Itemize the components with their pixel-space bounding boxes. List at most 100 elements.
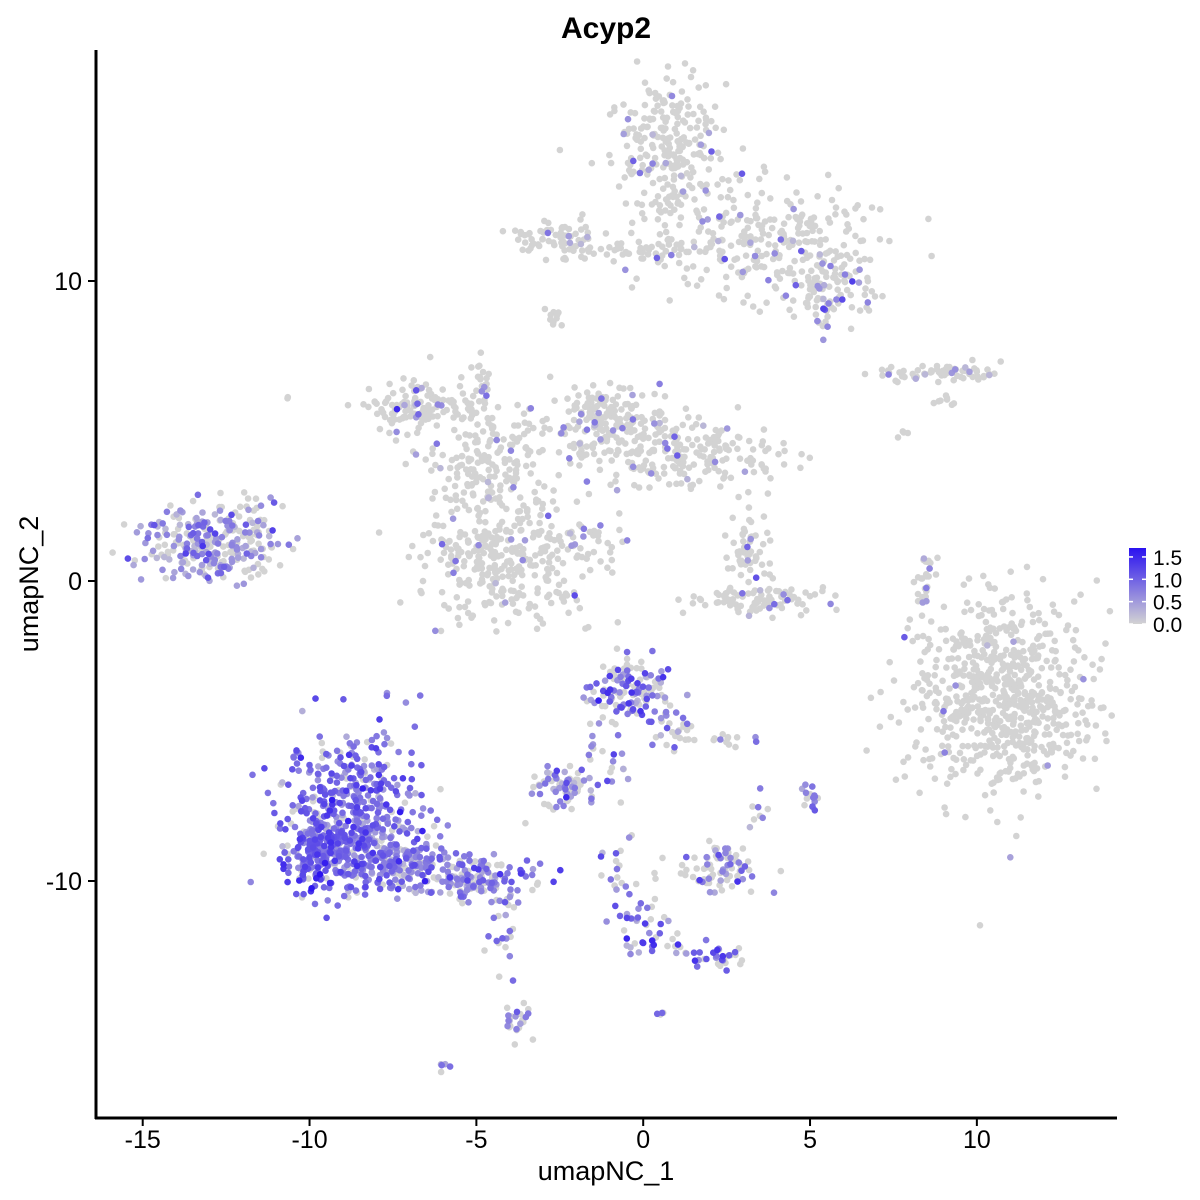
- cell-point: [553, 767, 561, 775]
- cell-point: [598, 872, 605, 879]
- cell-point: [487, 488, 495, 496]
- cell-point: [465, 899, 472, 906]
- cell-point: [373, 732, 380, 740]
- cell-point: [756, 308, 764, 316]
- cell-point: [598, 702, 606, 710]
- cell-point: [689, 873, 697, 881]
- cell-point: [429, 445, 437, 452]
- cell-point: [562, 590, 570, 597]
- cell-point: [1061, 773, 1069, 780]
- cell-point: [470, 492, 477, 499]
- cell-point: [394, 885, 402, 893]
- cell-point: [616, 912, 624, 920]
- cell-point: [333, 747, 341, 755]
- cell-point: [1049, 699, 1056, 706]
- cell-point: [417, 587, 424, 595]
- cell-point: [649, 131, 656, 138]
- cell-point: [196, 568, 204, 576]
- cell-point: [334, 902, 342, 909]
- cell-point: [527, 405, 535, 412]
- cell-point: [281, 849, 289, 856]
- cell-point: [674, 452, 681, 459]
- cell-point: [515, 589, 523, 597]
- cell-point: [834, 253, 841, 260]
- cell-point: [494, 536, 502, 544]
- cell-point: [662, 159, 670, 167]
- cell-point: [441, 485, 449, 493]
- cell-point: [641, 425, 649, 433]
- cell-point: [444, 861, 451, 869]
- cell-point: [566, 424, 573, 432]
- cell-point: [402, 460, 410, 468]
- cell-point: [216, 507, 224, 514]
- cell-point: [674, 443, 681, 451]
- cell-point: [597, 425, 604, 433]
- cell-point: [697, 141, 705, 148]
- cell-point: [895, 719, 903, 726]
- cell-point: [391, 416, 398, 423]
- cell-point: [691, 957, 699, 964]
- cell-point: [578, 553, 586, 561]
- cell-point: [1014, 770, 1022, 778]
- cell-point: [525, 605, 533, 612]
- cell-point: [789, 297, 797, 304]
- cell-point: [386, 879, 393, 886]
- cell-point: [240, 555, 247, 562]
- cell-point: [370, 839, 378, 847]
- cell-point: [684, 435, 692, 443]
- cell-point: [690, 238, 698, 246]
- cell-point: [901, 773, 909, 780]
- cell-point: [425, 868, 432, 876]
- x-tick-label: -10: [291, 1126, 327, 1154]
- cell-point: [947, 724, 954, 731]
- cell-point: [703, 955, 710, 963]
- cell-point: [293, 890, 300, 898]
- cell-point: [904, 624, 911, 632]
- cell-point: [760, 263, 768, 271]
- cell-point: [590, 250, 597, 257]
- cell-point: [541, 424, 548, 432]
- cell-point: [635, 949, 643, 956]
- cell-point: [790, 313, 798, 321]
- cell-point: [722, 273, 730, 281]
- cell-point: [799, 601, 806, 608]
- cell-point: [733, 171, 740, 178]
- cell-point: [802, 589, 809, 596]
- cell-point: [301, 863, 309, 871]
- cell-point: [989, 752, 997, 760]
- cell-point: [969, 373, 976, 381]
- cell-point: [1081, 654, 1088, 661]
- cell-point: [590, 548, 598, 556]
- cell-point: [342, 822, 350, 830]
- cell-point: [490, 554, 498, 562]
- cell-point: [479, 532, 486, 540]
- cell-point: [1021, 675, 1029, 682]
- cell-point: [560, 802, 567, 810]
- cell-point: [622, 266, 629, 274]
- cell-point: [183, 545, 191, 552]
- cell-point: [708, 117, 715, 125]
- cell-point: [1072, 711, 1079, 718]
- cell-point: [950, 400, 958, 407]
- cell-point: [981, 749, 988, 756]
- cell-point: [1018, 618, 1026, 626]
- cell-point: [852, 232, 859, 240]
- cell-point: [739, 875, 747, 883]
- cell-point: [724, 733, 732, 741]
- cell-point: [868, 288, 876, 295]
- cell-point: [425, 415, 432, 423]
- cell-point: [671, 433, 678, 441]
- cell-point: [386, 806, 394, 814]
- cell-point: [427, 807, 435, 814]
- cell-point: [205, 550, 212, 558]
- cell-point: [606, 151, 613, 159]
- cell-point: [812, 303, 819, 311]
- cell-point: [703, 266, 710, 274]
- cell-point: [571, 592, 578, 599]
- cell-point: [766, 595, 773, 602]
- cell-point: [1088, 697, 1095, 704]
- x-axis-label: umapNC_1: [538, 1156, 675, 1186]
- cell-point: [649, 647, 656, 655]
- cell-point: [666, 702, 674, 709]
- cell-point: [1020, 788, 1027, 795]
